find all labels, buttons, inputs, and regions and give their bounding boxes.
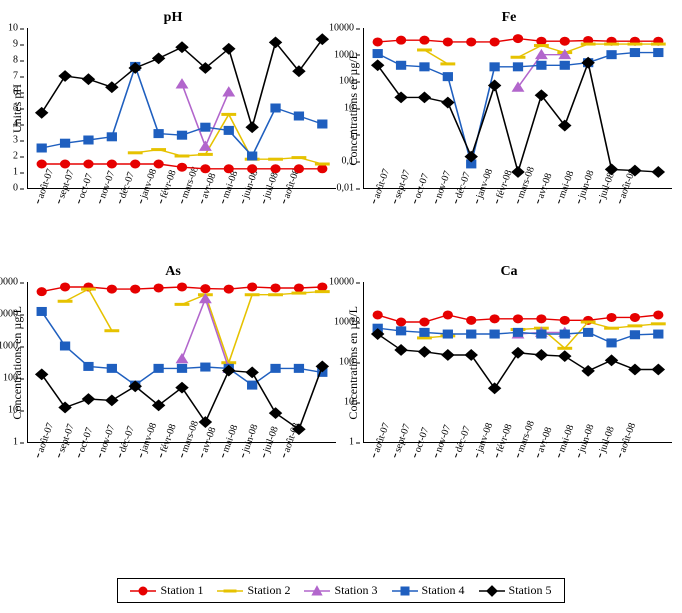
legend-label: Station 1 <box>160 583 203 598</box>
ytick: 100000 <box>0 277 18 288</box>
legend-item-s3: Station 3 <box>304 583 377 598</box>
plot-area: 012345678910août-07sept-07oct-07nov-07dé… <box>27 28 336 189</box>
plot-area: 110100100010000août-07sept-07oct-07nov-0… <box>363 282 672 443</box>
ytick: 10000 <box>329 277 354 288</box>
ytick: 0,01 <box>337 183 355 194</box>
ytick: 10 <box>8 405 18 416</box>
ytick: 6 <box>13 87 18 98</box>
ytick: 1 <box>13 437 18 448</box>
legend-swatch <box>479 585 505 597</box>
legend-box: Station 1 Station 2 Station 3 Station 4 Stat… <box>117 578 564 603</box>
ytick: 1 <box>349 437 354 448</box>
legend-swatch <box>392 585 418 597</box>
series-s1 <box>37 160 327 173</box>
ytick: 5 <box>13 103 18 114</box>
ylabel: Concentrations en µg/L <box>10 306 25 420</box>
ytick: 1000 <box>334 317 354 328</box>
ytick: 2 <box>13 151 18 162</box>
ytick: 10 <box>344 103 354 114</box>
series-s4 <box>37 62 327 160</box>
ytick: 1000 <box>0 341 18 352</box>
charts-grid: pH Unités pH 012345678910août-07sept-07o… <box>10 10 672 498</box>
ytick: 1 <box>13 167 18 178</box>
legend-item-s5: Station 5 <box>479 583 552 598</box>
ytick: 10000 <box>329 23 354 34</box>
series-s2 <box>58 288 329 364</box>
ytick: 9 <box>13 39 18 50</box>
series-s4 <box>37 307 327 389</box>
legend-label: Station 5 <box>509 583 552 598</box>
ytick: 10 <box>8 23 18 34</box>
ytick: 1000 <box>334 49 354 60</box>
legend-label: Station 4 <box>422 583 465 598</box>
legend-item-s4: Station 4 <box>392 583 465 598</box>
ytick: 100 <box>3 373 18 384</box>
legend: Station 1 Station 2 Station 3 Station 4 Stat… <box>10 578 672 603</box>
legend-swatch <box>130 585 156 597</box>
ytick: 8 <box>13 55 18 66</box>
ytick: 10 <box>344 397 354 408</box>
chart-fe: Fe Concentrations en µg/L 0,010,11101001… <box>346 10 672 244</box>
chart-title: As <box>10 264 336 280</box>
chart-ph: pH Unités pH 012345678910août-07sept-07o… <box>10 10 336 244</box>
series-s2 <box>128 113 329 165</box>
legend-item-s1: Station 1 <box>130 583 203 598</box>
ytick: 3 <box>13 135 18 146</box>
chart-ca: Ca Concentrations en µg/L 11010010001000… <box>346 264 672 498</box>
ytick: 0,1 <box>342 156 355 167</box>
ytick: 100 <box>339 76 354 87</box>
ytick: 4 <box>13 119 18 130</box>
ytick: 10000 <box>0 309 18 320</box>
ytick: 7 <box>13 71 18 82</box>
series-s1 <box>373 311 663 326</box>
legend-swatch <box>217 585 243 597</box>
plot-area: 0,010,1110100100010000août-07sept-07oct-… <box>363 28 672 189</box>
series-s5 <box>372 57 664 177</box>
plot-area: 110100100010000100000août-07sept-07oct-0… <box>27 282 336 443</box>
chart-title: pH <box>10 10 336 26</box>
ytick: 100 <box>339 357 354 368</box>
legend-swatch <box>304 585 330 597</box>
chart-title: Ca <box>346 264 672 280</box>
series-s4 <box>373 49 663 168</box>
legend-item-s2: Station 2 <box>217 583 290 598</box>
legend-label: Station 2 <box>247 583 290 598</box>
chart-title: Fe <box>346 10 672 26</box>
ytick: 1 <box>349 129 354 140</box>
ytick: 0 <box>13 183 18 194</box>
legend-label: Station 3 <box>334 583 377 598</box>
chart-as: As Concentrations en µg/L 11010010001000… <box>10 264 336 498</box>
